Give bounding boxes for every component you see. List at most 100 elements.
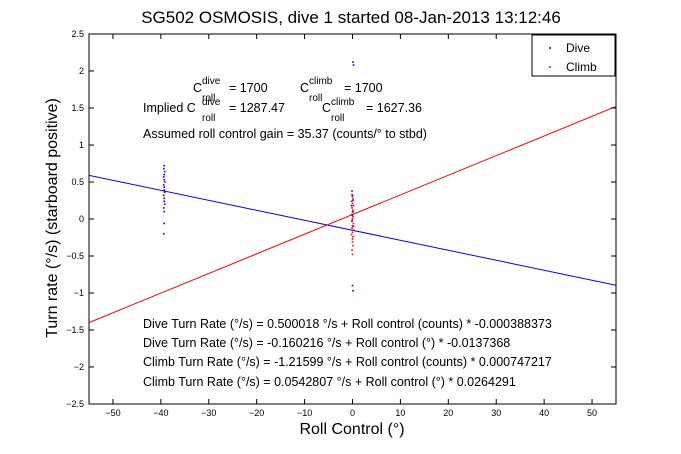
dive-point [350, 204, 353, 207]
climb-point [352, 204, 355, 207]
fit-equation-1: Dive Turn Rate (°/s) = 0.500018 °/s + Ro… [143, 317, 552, 331]
y-tick-label: −1 [74, 288, 84, 298]
dive-point [163, 197, 166, 200]
climb-point [350, 213, 353, 216]
x-tick-label: −10 [297, 408, 312, 418]
y-tick-label: −0.5 [66, 251, 84, 261]
legend: Dive Climb [531, 34, 616, 77]
y-tick-label: −2.5 [66, 399, 84, 409]
climb-point [351, 224, 354, 227]
dive-point [352, 199, 354, 202]
legend-marker-climb [549, 66, 551, 68]
fit-equation-4: Climb Turn Rate (°/s) = 0.0542807 °/s + … [143, 375, 516, 389]
climb-point [351, 193, 353, 196]
dive-point [163, 210, 166, 213]
dive-point [351, 214, 354, 217]
y-tick-label: −1.5 [66, 325, 84, 335]
climb-point [352, 215, 354, 218]
climb-point [351, 238, 354, 240]
dive-point [351, 190, 353, 192]
y-axis-label: Turn rate (°/s) (starboard positive) [44, 98, 61, 338]
y-tick-label: 1 [79, 140, 84, 150]
climb-point [352, 235, 354, 238]
fit-equation-2: Dive Turn Rate (°/s) = -0.160216 °/s + R… [143, 336, 510, 350]
x-tick-label: 30 [491, 408, 501, 418]
climb-point [351, 196, 354, 198]
climb-point [352, 229, 354, 231]
dive-point [163, 203, 166, 205]
climb-point [352, 198, 354, 200]
dive-point [163, 178, 166, 181]
dive-point [162, 176, 165, 178]
climb-point [351, 253, 354, 256]
dive-point [162, 194, 165, 197]
y-tick-label: −2 [74, 362, 84, 372]
implied-prefix: Implied C [143, 101, 196, 115]
dive-point [163, 200, 166, 203]
roll-gain-note: Assumed roll control gain = 35.37 (count… [143, 127, 427, 141]
dive-point [163, 173, 166, 176]
c-roll-dive-sub: roll [202, 93, 215, 104]
climb-point [351, 249, 353, 251]
dive-point [352, 64, 355, 66]
climb-point [352, 244, 354, 247]
y-tick-label: 2 [79, 66, 84, 76]
c-roll-climb-value: = 1700 [344, 81, 383, 95]
x-tick-label: 50 [587, 408, 597, 418]
c-roll-climb-sup: climb [309, 76, 333, 87]
c-roll-dive-value: = 1700 [229, 81, 268, 95]
climb-point [351, 211, 354, 214]
c-roll-dive-symbol: C [193, 81, 202, 95]
x-tick-label: −20 [249, 408, 264, 418]
x-tick-label: 0 [350, 408, 355, 418]
x-tick-label: −50 [105, 408, 120, 418]
climb-point [351, 218, 354, 220]
legend-marker-dive [549, 47, 551, 49]
y-axis-ticks: −2.5 −2 −1.5 −1 −0.5 0 0.5 1 1.5 2 2.5 [66, 29, 616, 409]
climb-point [351, 241, 354, 243]
climb-point [351, 207, 353, 209]
climb-point [350, 233, 353, 236]
legend-label-climb: Climb [566, 60, 597, 74]
c-roll-climb-symbol: C [300, 81, 309, 95]
dive-point [163, 222, 166, 225]
dive-point [162, 167, 165, 170]
climb-point [351, 227, 353, 229]
dive-point [352, 289, 354, 292]
implied-dive-value: = 1287.47 [229, 101, 285, 115]
y-tick-label: 1.5 [71, 103, 84, 113]
x-tick-label: 10 [395, 408, 405, 418]
annotations: C dive roll = 1700 C climb roll = 1700 I… [143, 76, 552, 389]
x-tick-label: −30 [201, 408, 216, 418]
implied-dive-sup: dive [202, 97, 221, 108]
dive-point [162, 207, 165, 209]
x-tick-label: −40 [153, 408, 168, 418]
dive-point [163, 189, 166, 191]
implied-climb-value: = 1627.36 [366, 101, 422, 115]
x-axis-label: Roll Control (°) [299, 421, 404, 438]
legend-box [531, 34, 616, 77]
climb-point [352, 209, 354, 211]
climb-point [351, 231, 354, 234]
climb-point [350, 200, 353, 203]
dive-point [163, 170, 166, 173]
dive-point [163, 164, 166, 167]
x-tick-label: 20 [443, 408, 453, 418]
dive-point [162, 184, 165, 186]
dive-point [352, 225, 355, 228]
implied-climb-sup: climb [331, 97, 355, 108]
climb-point [352, 222, 355, 225]
x-tick-label: 40 [539, 408, 549, 418]
c-roll-dive-sup: dive [202, 76, 221, 87]
fit-equation-3: Climb Turn Rate (°/s) = -1.21599 °/s + R… [143, 355, 552, 369]
dive-point [163, 181, 166, 183]
series-points [162, 61, 355, 292]
chart-title: SG502 OSMOSIS, dive 1 started 08-Jan-201… [141, 8, 561, 27]
y-tick-label: 0.5 [71, 177, 84, 187]
plot-area: −50 −40 −30 −20 −10 0 10 20 30 40 50 −2.5 −2 −1.5 −1 −… [66, 29, 617, 418]
legend-label-dive: Dive [566, 41, 590, 55]
implied-climb-sub: roll [331, 113, 344, 124]
y-tick-label: 2.5 [71, 29, 84, 39]
climb-point [351, 220, 353, 223]
